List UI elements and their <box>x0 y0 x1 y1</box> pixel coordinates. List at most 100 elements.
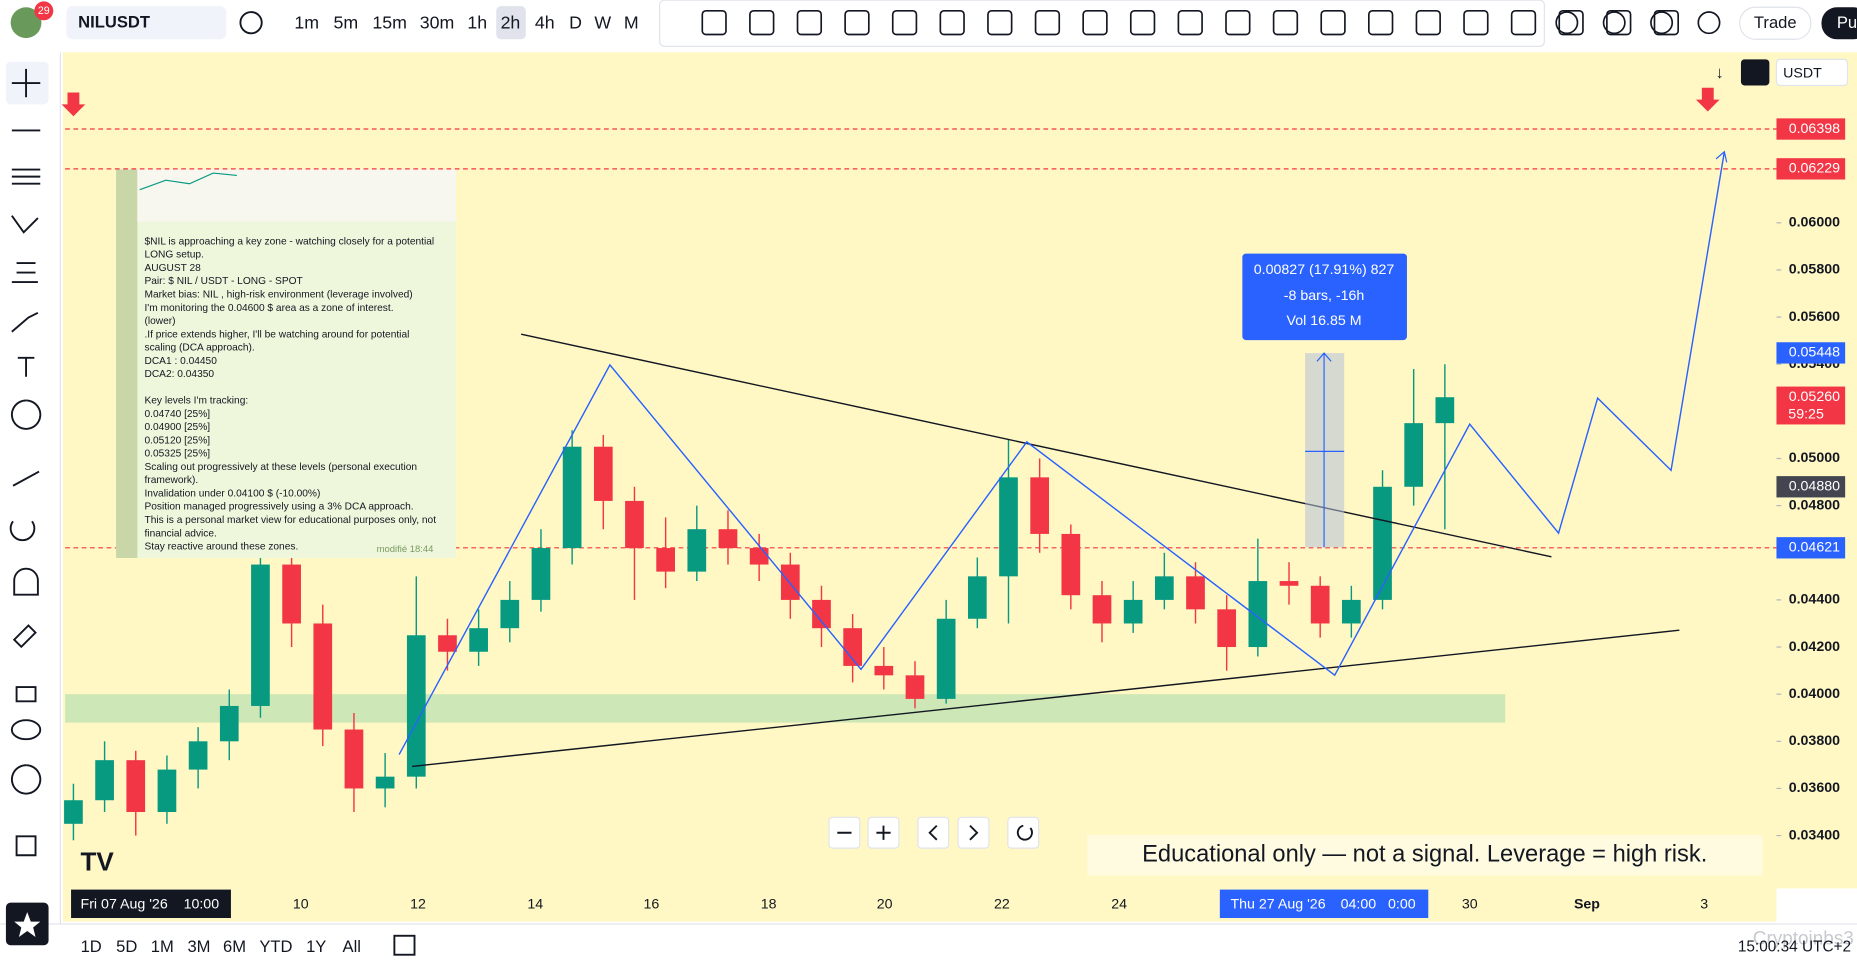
interval[interactable]: 30m <box>420 13 455 33</box>
draw-tool[interactable] <box>1034 9 1061 36</box>
add-symbol[interactable] <box>239 11 263 35</box>
range-button[interactable]: 1M <box>151 937 174 956</box>
draw-tool[interactable] <box>891 9 918 36</box>
candle-body <box>1435 397 1455 424</box>
draw-tool[interactable] <box>1082 9 1108 36</box>
candle-body <box>375 776 395 789</box>
draw-tool[interactable] <box>844 9 870 36</box>
interval[interactable]: M <box>624 13 639 33</box>
note-line: DCA2: 0.04350 <box>144 369 214 380</box>
draw-tool[interactable] <box>796 9 823 36</box>
candle-body <box>219 705 239 742</box>
candle-body <box>1186 576 1205 610</box>
draw-tool[interactable] <box>701 9 727 36</box>
interval[interactable]: 2h <box>501 13 521 33</box>
range-button[interactable]: All <box>343 937 361 956</box>
cursor-label <box>71 889 231 919</box>
draw-tool[interactable] <box>1606 9 1632 36</box>
price-label: 0.05600 <box>1789 309 1840 325</box>
draw-tool[interactable] <box>1510 9 1537 36</box>
trade-label: Trade <box>1754 13 1797 32</box>
interval[interactable]: D <box>569 13 582 33</box>
utility-icon[interactable] <box>1602 11 1626 35</box>
candle-body <box>344 729 364 789</box>
candle-body <box>282 564 301 624</box>
candle-body <box>812 599 831 629</box>
drawings <box>61 87 1728 768</box>
interval[interactable]: 1m <box>294 13 319 33</box>
interval[interactable]: 4h <box>535 13 555 33</box>
scroll-right[interactable] <box>957 816 990 849</box>
price-label: 0.06000 <box>1789 215 1840 231</box>
candle-body <box>95 760 114 801</box>
draw-tool[interactable] <box>1558 9 1584 36</box>
star <box>14 912 41 937</box>
range-button[interactable]: YTD <box>259 937 292 956</box>
price-label: 0.04400 <box>1789 592 1840 608</box>
note-line: Market bias: NIL , high-risk environment… <box>144 290 412 301</box>
range-end: 0:00 <box>1388 897 1416 913</box>
draw-tool[interactable] <box>1225 9 1251 36</box>
draw-tool[interactable] <box>1415 9 1441 36</box>
interval[interactable]: 1h <box>467 13 487 33</box>
range-button[interactable]: 5D <box>116 937 137 956</box>
date-picker[interactable] <box>393 934 416 956</box>
utility-icon[interactable] <box>1697 11 1721 35</box>
time-label: 20 <box>877 897 893 913</box>
candle-body <box>157 769 177 813</box>
range-button[interactable]: 1Y <box>306 937 326 956</box>
tool-icons[interactable] <box>9 129 42 857</box>
range-button[interactable]: 3M <box>187 937 210 956</box>
range-button[interactable]: 1D <box>81 937 102 956</box>
range-button[interactable]: 6M <box>223 937 246 956</box>
range-time: 04:00 <box>1341 897 1377 913</box>
price-tag <box>1776 342 1846 364</box>
draw-tool[interactable] <box>1367 9 1394 36</box>
support-zone <box>65 694 1506 723</box>
price-tag-label: 0.04880 <box>1789 479 1840 495</box>
draw-tool[interactable] <box>749 9 775 36</box>
interval[interactable]: 15m <box>372 13 407 33</box>
note-line: Invalidation under 0.04100 $ (-10.00%) <box>144 488 320 499</box>
draw-tool[interactable] <box>1272 9 1299 36</box>
draw-tool[interactable] <box>1463 9 1489 36</box>
scroll-left[interactable] <box>917 816 950 849</box>
price-label: 0.04800 <box>1789 497 1840 513</box>
candle-body <box>1342 599 1361 624</box>
avatar[interactable] <box>10 7 42 39</box>
draw-tool[interactable] <box>987 9 1013 36</box>
publish-button[interactable] <box>1821 7 1857 40</box>
draw-tool[interactable] <box>1653 9 1679 36</box>
currency-box[interactable] <box>1775 58 1849 87</box>
trade-button[interactable] <box>1739 6 1812 40</box>
price-label: 0.04000 <box>1789 686 1840 702</box>
note-line: I'm monitoring the 0.04600 $ area as a z… <box>144 303 393 314</box>
symbol-box[interactable] <box>66 6 227 40</box>
badge-count: 29 <box>38 5 50 17</box>
interval[interactable]: 5m <box>333 13 358 33</box>
measure-line: -8 bars, -16h <box>1284 288 1365 304</box>
draw-tool[interactable] <box>1320 9 1346 36</box>
draw-tool[interactable] <box>1177 9 1203 36</box>
candle-body <box>64 800 83 824</box>
time-label: 22 <box>994 897 1010 913</box>
note-line: 0.04900 [25%] <box>144 422 210 433</box>
auto-scale[interactable] <box>1740 59 1770 86</box>
measure-line: Vol 16.85 M <box>1287 313 1362 329</box>
price-label: 0.03600 <box>1789 780 1840 796</box>
candle-body <box>1279 581 1299 586</box>
utility-icon[interactable] <box>1555 11 1579 35</box>
measure-line: 0.00827 (17.91%) 827 <box>1254 262 1395 278</box>
time-label: 16 <box>643 897 659 913</box>
interval[interactable]: W <box>594 13 611 33</box>
scroll-down[interactable]: ↓ <box>1715 63 1723 82</box>
utility-icon[interactable] <box>1650 11 1674 35</box>
time-label: 18 <box>761 897 777 913</box>
drawing-toolbar <box>659 0 1545 47</box>
draw-tool[interactable] <box>1129 9 1156 36</box>
candle-body <box>656 548 675 572</box>
note-line: AUGUST 28 <box>144 263 201 274</box>
reset[interactable] <box>1007 816 1040 849</box>
price-label: 0.03400 <box>1789 827 1840 843</box>
draw-tool[interactable] <box>939 9 965 36</box>
